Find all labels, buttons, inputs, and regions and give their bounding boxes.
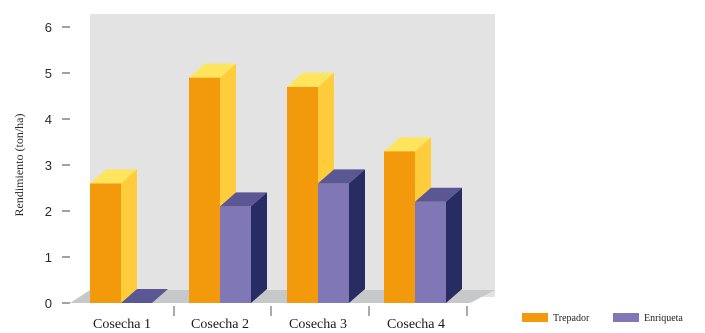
x-axis: Cosecha 1 Cosecha 2 Cosecha 3 Cosecha 4 [93,306,468,332]
bar-top-enriqueta [415,187,462,202]
bar-enriqueta [318,169,365,303]
bar-top-enriqueta [121,289,168,303]
legend-label-enriqueta: Enriqueta [644,313,683,324]
bar-front-enriqueta [415,201,446,303]
bar-side-enriqueta [446,187,462,303]
bar-side-enriqueta [349,169,365,303]
bar-front-trepador [287,86,318,303]
bar-front-trepador [90,183,121,303]
y-tick-label: 1 [45,250,52,265]
bar-front-enriqueta [220,206,251,303]
x-category-label: Cosecha 1 [93,317,151,332]
bar-top-trepador [90,169,137,184]
bar-top-enriqueta [318,169,365,184]
legend: Trepador Enriqueta [522,313,683,324]
bar-top-trepador [189,63,236,78]
legend-swatch-enriqueta [613,313,639,322]
y-tick-label: 4 [45,112,52,127]
bar-enriqueta [415,187,462,303]
x-category-label: Cosecha 3 [289,317,347,332]
bar-trepador [90,169,137,303]
bar-front-trepador [189,77,220,303]
y-tick-label: 5 [45,66,52,81]
legend-label-trepador: Trepador [553,313,590,324]
y-tick-label: 2 [45,204,52,219]
bar-top-enriqueta [220,192,267,207]
y-tick-label: 6 [45,20,52,35]
bar-top-trepador [287,72,334,87]
y-tick-label: 3 [45,158,52,173]
bar-front-enriqueta [318,183,349,303]
bar-front-trepador [384,151,415,303]
x-category-label: Cosecha 4 [387,317,445,332]
bars [90,63,462,303]
bar-top-trepador [384,137,431,152]
bar-side-enriqueta [251,192,267,303]
y-axis: 0 1 2 3 4 5 6 [45,20,70,311]
bar-enriqueta [220,192,267,303]
bar-enriqueta [121,289,168,303]
bar-side-trepador [121,169,137,303]
legend-swatch-trepador [522,313,548,322]
y-tick-label: 0 [45,296,52,311]
x-category-label: Cosecha 2 [191,317,249,332]
y-axis-title: Rendimiento (ton/ha) [12,114,26,217]
